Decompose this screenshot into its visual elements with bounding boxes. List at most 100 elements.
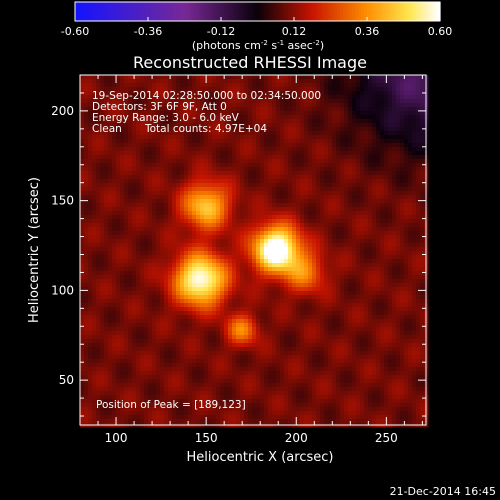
heatmap-cell	[116, 355, 121, 360]
heatmap-cell	[200, 119, 205, 124]
heatmap-cell	[276, 195, 281, 200]
heatmap-cell	[132, 255, 137, 260]
heatmap-cell	[168, 323, 173, 328]
heatmap-cell	[128, 319, 133, 324]
heatmap-cell	[152, 395, 157, 400]
heatmap-cell	[276, 403, 281, 408]
heatmap-cell	[224, 127, 229, 132]
heatmap-cell	[172, 331, 177, 336]
heatmap-cell	[84, 279, 89, 284]
heatmap-cell	[136, 307, 141, 312]
heatmap-cell	[224, 95, 229, 100]
heatmap-cell	[168, 327, 173, 332]
heatmap-cell	[120, 127, 125, 132]
heatmap-cell	[188, 223, 193, 228]
heatmap-cell	[100, 139, 105, 144]
heatmap-cell	[100, 219, 105, 224]
heatmap-cell	[116, 239, 121, 244]
heatmap-cell	[164, 95, 169, 100]
heatmap-cell	[220, 251, 225, 256]
heatmap-cell	[88, 143, 93, 148]
heatmap-cell	[100, 299, 105, 304]
heatmap-cell	[296, 99, 301, 104]
colorbar-segment	[421, 2, 426, 21]
heatmap-cell	[96, 311, 101, 316]
heatmap-cell	[240, 179, 245, 184]
heatmap-cell	[80, 143, 85, 148]
heatmap-cell	[132, 303, 137, 308]
heatmap-cell	[152, 107, 157, 112]
heatmap-cell	[132, 343, 137, 348]
heatmap-cell	[288, 83, 293, 88]
heatmap-cell	[244, 255, 249, 260]
colorbar-segment	[84, 2, 88, 21]
heatmap-cell	[192, 275, 197, 280]
heatmap-cell	[244, 159, 249, 164]
heatmap-cell	[132, 411, 137, 416]
heatmap-cell	[192, 171, 197, 176]
heatmap-cell	[140, 355, 145, 360]
heatmap-cell	[268, 247, 273, 252]
heatmap-cell	[236, 115, 241, 120]
heatmap-cell	[220, 119, 225, 124]
heatmap-cell	[292, 287, 297, 292]
heatmap-cell	[296, 115, 301, 120]
heatmap-cell	[96, 155, 101, 160]
heatmap-cell	[124, 271, 129, 276]
heatmap-cell	[88, 171, 93, 176]
heatmap-cell	[284, 87, 289, 92]
heatmap-cell	[200, 91, 205, 96]
heatmap-cell	[192, 399, 197, 404]
heatmap-cell	[116, 79, 121, 84]
heatmap-cell	[148, 119, 153, 124]
heatmap-cell	[180, 167, 185, 172]
heatmap-cell	[148, 379, 153, 384]
heatmap-cell	[164, 179, 169, 184]
heatmap-cell	[264, 119, 269, 124]
heatmap-cell	[88, 407, 93, 412]
heatmap-cell	[256, 167, 261, 172]
heatmap-cell	[208, 271, 213, 276]
heatmap-cell	[252, 139, 257, 144]
heatmap-cell	[176, 171, 181, 176]
heatmap-cell	[144, 243, 149, 248]
heatmap-cell	[188, 367, 193, 372]
colorbar-segment	[202, 2, 207, 21]
heatmap-cell	[280, 327, 285, 332]
heatmap-cell	[100, 351, 105, 356]
heatmap-cell	[148, 283, 153, 288]
heatmap-cell	[84, 387, 89, 392]
heatmap-cell	[276, 287, 281, 292]
heatmap-cell	[232, 123, 237, 128]
heatmap-cell	[292, 419, 297, 424]
heatmap-cell	[100, 291, 105, 296]
heatmap-cell	[148, 247, 153, 252]
heatmap-cell	[280, 107, 285, 112]
heatmap-cell	[196, 87, 201, 92]
heatmap-cell	[84, 383, 89, 388]
heatmap-cell	[160, 223, 165, 228]
heatmap-cell	[148, 211, 153, 216]
heatmap-cell	[296, 87, 301, 92]
heatmap-cell	[244, 243, 249, 248]
heatmap-cell	[260, 291, 265, 296]
heatmap-cell	[296, 107, 301, 112]
heatmap-cell	[124, 95, 129, 100]
heatmap-cell	[84, 131, 89, 136]
heatmap-cell	[88, 211, 93, 216]
heatmap-cell	[164, 275, 169, 280]
heatmap-cell	[152, 247, 157, 252]
heatmap-cell	[88, 351, 93, 356]
heatmap-cell	[112, 203, 117, 208]
heatmap-cell	[108, 123, 113, 128]
heatmap-cell	[220, 107, 225, 112]
heatmap-cell	[148, 383, 153, 388]
heatmap-cell	[100, 75, 105, 80]
heatmap-cell	[120, 379, 125, 384]
heatmap-cell	[264, 287, 269, 292]
heatmap-cell	[180, 347, 185, 352]
heatmap-cell	[280, 227, 285, 232]
heatmap-cell	[184, 311, 189, 316]
heatmap-cell	[172, 199, 177, 204]
heatmap-cell	[136, 251, 141, 256]
